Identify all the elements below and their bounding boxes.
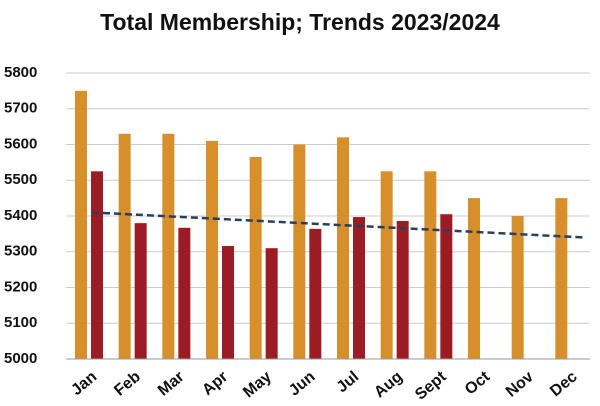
x-tick-label: May: [240, 368, 275, 401]
x-tick-label: Feb: [111, 368, 144, 399]
bar: [75, 90, 87, 359]
bar: [162, 133, 175, 359]
x-tick-label: Aug: [371, 368, 406, 401]
bar: [396, 221, 409, 359]
bar: [206, 140, 218, 359]
bar: [91, 171, 103, 359]
x-tick-label: Apr: [199, 368, 231, 399]
x-tick-label: Oct: [462, 368, 494, 399]
bar: [178, 227, 191, 359]
bar: [293, 144, 306, 359]
bar: [380, 171, 393, 359]
x-tick-label: Dec: [547, 368, 580, 400]
x-tick-label: Jul: [334, 368, 363, 396]
bar: [337, 137, 349, 359]
bar: [555, 198, 568, 359]
bar: [468, 198, 480, 359]
x-tick-label: Nov: [503, 368, 537, 401]
y-tick-label: 5100: [4, 314, 37, 331]
y-tick-label: 5700: [4, 100, 37, 117]
bar: [118, 133, 131, 359]
chart-title: Total Membership; Trends 2023/2024: [100, 9, 500, 35]
bar: [309, 228, 322, 359]
bar: [511, 216, 524, 359]
bar: [249, 157, 262, 359]
bar: [424, 171, 437, 359]
bar: [222, 246, 234, 359]
x-tick-label: Sept: [412, 368, 450, 404]
x-tick-label: Jun: [286, 368, 319, 399]
bar: [353, 217, 365, 359]
y-tick-label: 5000: [4, 350, 37, 367]
y-tick-label: 5200: [4, 278, 37, 295]
y-tick-label: 5800: [4, 64, 37, 81]
y-tick-label: 5400: [4, 207, 37, 224]
bar: [265, 248, 278, 359]
y-tick-label: 5300: [4, 243, 37, 260]
x-tick-label: Jan: [68, 368, 100, 399]
y-tick-label: 5500: [4, 171, 37, 188]
bar: [134, 223, 147, 359]
trendline: [91, 211, 585, 239]
bar: [440, 214, 453, 359]
y-tick-label: 5600: [4, 135, 37, 152]
x-tick-label: Mar: [155, 368, 188, 399]
